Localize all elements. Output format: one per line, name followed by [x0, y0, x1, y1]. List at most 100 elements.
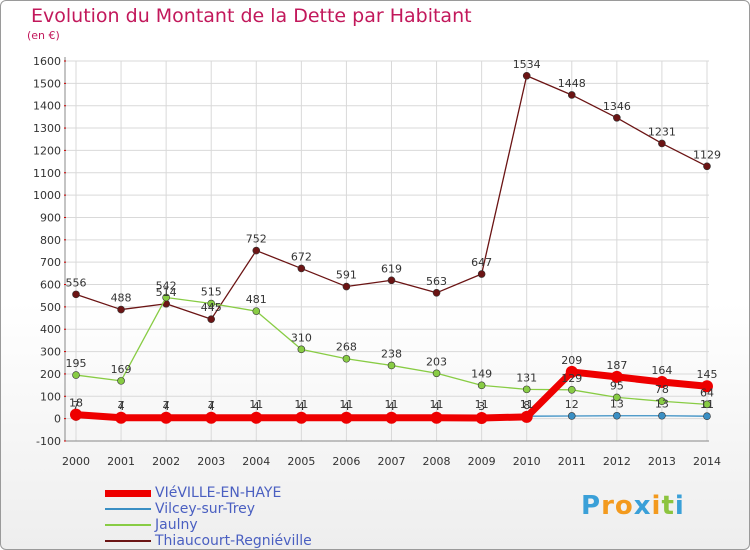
data-point [520, 410, 533, 423]
data-label: 647 [471, 256, 492, 269]
data-point [387, 361, 396, 370]
data-point [613, 411, 621, 420]
data-label: 11 [520, 398, 534, 411]
x-tick-label: 2004 [242, 455, 270, 468]
data-point [252, 307, 261, 315]
data-label: 7 [163, 399, 170, 412]
data-label: 11 [700, 398, 714, 411]
data-label: 445 [201, 301, 222, 314]
data-label: 7 [118, 399, 125, 412]
x-tick-label: 2003 [197, 455, 225, 468]
data-label: 12 [565, 398, 579, 411]
data-label: 4 [118, 400, 125, 413]
data-label: 131 [516, 371, 537, 384]
data-label: 13 [655, 398, 669, 411]
data-point [162, 293, 170, 302]
legend-label: VIéVILLE-EN-HAYE [155, 485, 282, 501]
legend-swatch [105, 490, 151, 497]
data-point [613, 113, 621, 122]
data-point [703, 412, 711, 420]
data-point [475, 411, 488, 424]
data-point [700, 380, 713, 393]
y-tick-label: 400 [40, 323, 61, 336]
y-tick-label: -100 [36, 435, 61, 448]
data-point [432, 369, 441, 378]
data-point [658, 411, 666, 420]
data-label: 145 [696, 368, 717, 381]
y-tick-label: 1200 [33, 144, 61, 157]
data-label: 11 [475, 398, 489, 411]
data-point [432, 288, 441, 297]
chart-unit-label: (en €) [27, 29, 60, 42]
x-tick-label: 2012 [603, 455, 631, 468]
legend-swatch [105, 524, 151, 526]
data-label: 11 [249, 398, 263, 411]
data-point [205, 411, 218, 424]
x-tick-label: 2013 [648, 455, 676, 468]
chart-title: Evolution du Montant de la Dette par Hab… [31, 5, 472, 27]
data-point [342, 354, 351, 363]
data-label: 481 [246, 293, 267, 306]
data-label: 4 [298, 400, 305, 413]
data-point [207, 315, 216, 323]
data-label: 64 [700, 386, 714, 399]
logo-letter: o [614, 491, 634, 521]
y-tick-label: 1500 [33, 77, 61, 90]
data-label: 563 [426, 275, 447, 288]
x-tick-label: 2010 [513, 455, 541, 468]
y-tick-label: 600 [40, 279, 61, 292]
y-tick-label: 1300 [33, 122, 61, 135]
x-tick-label: 2005 [287, 455, 315, 468]
y-tick-label: 0 [54, 413, 61, 426]
y-tick-label: 1100 [33, 167, 61, 180]
data-label: 129 [561, 372, 582, 385]
legend-label: Thiaucourt-Regniéville [155, 533, 312, 549]
y-tick-label: 300 [40, 346, 61, 359]
data-point [522, 385, 531, 394]
data-point [610, 370, 623, 383]
data-point [430, 411, 443, 424]
y-tick-label: 900 [40, 211, 61, 224]
data-point [477, 381, 486, 390]
data-point [295, 411, 308, 424]
data-label: 268 [336, 341, 357, 354]
data-point [70, 408, 82, 421]
data-label: 187 [606, 359, 627, 372]
data-point [567, 412, 576, 420]
data-point [340, 411, 353, 424]
data-label: 488 [111, 292, 132, 305]
logo-letter: r [601, 491, 615, 521]
data-point [387, 276, 396, 285]
data-point [703, 162, 711, 171]
data-point [297, 264, 306, 273]
data-label: 203 [426, 355, 447, 368]
logo-letter: t [661, 491, 675, 521]
data-label: 1534 [513, 58, 541, 71]
data-point [207, 299, 216, 308]
x-tick-label: 2009 [468, 455, 496, 468]
legend-label: Vilcey-sur-Trey [155, 501, 256, 517]
y-tick-label: 500 [40, 301, 61, 314]
data-label: 1346 [603, 100, 631, 113]
data-label: 11 [384, 398, 398, 411]
data-label: 11 [339, 398, 353, 411]
x-tick-label: 2001 [107, 455, 135, 468]
logo-letter: P [581, 491, 602, 521]
legend-swatch [105, 508, 151, 510]
data-point [658, 139, 666, 148]
data-label: 310 [291, 331, 312, 344]
data-label: 13 [610, 398, 624, 411]
y-tick-label: 100 [40, 390, 61, 403]
y-tick-label: 1600 [33, 55, 61, 68]
data-label: 7 [208, 399, 215, 412]
proxiti-logo: Proxiti [581, 491, 685, 521]
data-label: 556 [66, 276, 87, 289]
data-point [565, 365, 578, 378]
data-label: 169 [111, 363, 132, 376]
data-label: 18 [69, 397, 83, 410]
data-label: 8 [523, 399, 530, 412]
x-tick-label: 2000 [62, 455, 90, 468]
data-label: 195 [66, 357, 87, 370]
